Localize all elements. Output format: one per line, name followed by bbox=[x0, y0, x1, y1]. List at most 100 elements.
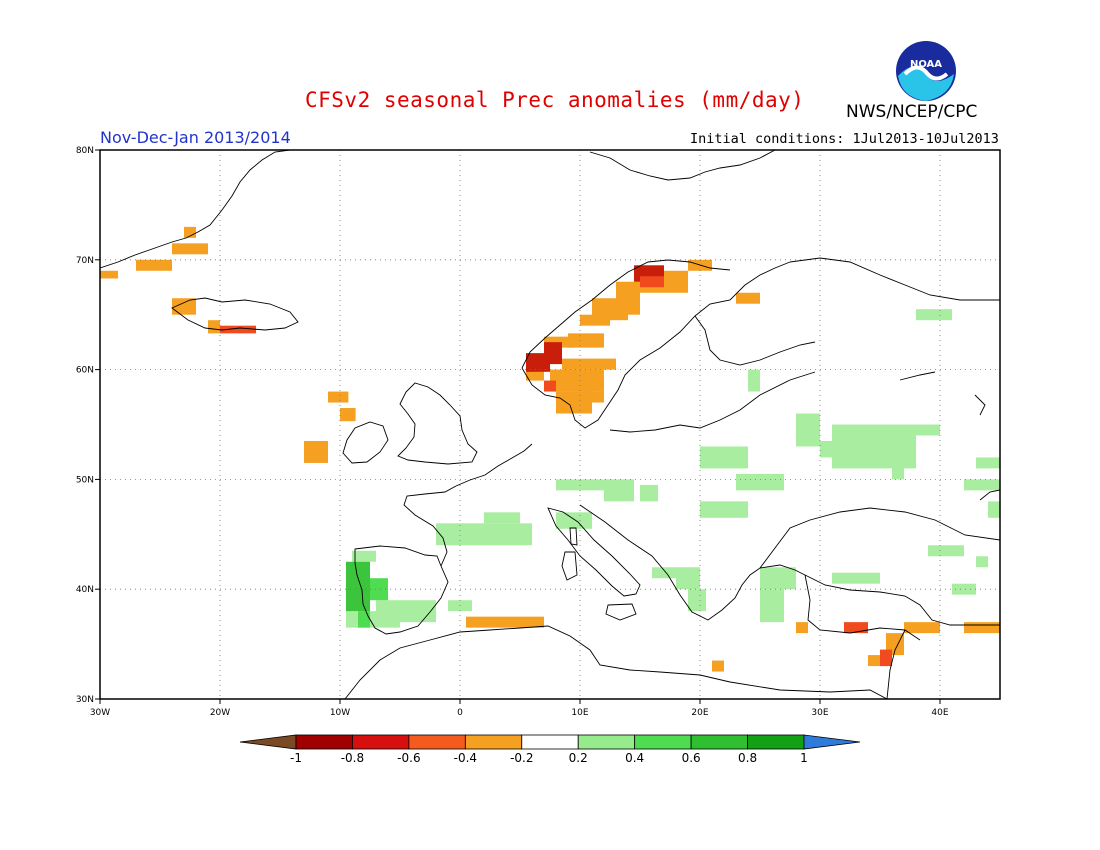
anomaly-cell bbox=[760, 589, 784, 623]
colorbar-label: 0.6 bbox=[682, 751, 701, 765]
colorbar-end-low bbox=[239, 734, 297, 750]
anomaly-cell bbox=[346, 561, 370, 612]
anomaly-cell bbox=[568, 333, 604, 348]
anomaly-cell bbox=[676, 567, 700, 590]
anomaly-cell bbox=[604, 479, 634, 502]
anomaly-cell bbox=[586, 391, 604, 403]
anomaly-cell bbox=[556, 391, 592, 414]
anomaly-cell bbox=[172, 243, 208, 255]
colorbar-label: 0.4 bbox=[625, 751, 644, 765]
anomaly-cell bbox=[640, 276, 664, 288]
anomaly-cell bbox=[700, 501, 748, 518]
agency-label: NWS/NCEP/CPC bbox=[846, 102, 978, 122]
anomaly-cell bbox=[556, 512, 592, 529]
colorbar-label: -0.8 bbox=[341, 751, 364, 765]
lon-tick-label: 0 bbox=[457, 708, 463, 718]
lon-tick-label: 10W bbox=[330, 708, 350, 718]
colorbar-swatch bbox=[464, 734, 523, 750]
colorbar-label: -0.2 bbox=[510, 751, 533, 765]
lat-tick-label: 60N bbox=[76, 366, 94, 376]
lon-tick-label: 10E bbox=[571, 708, 588, 718]
anomaly-cell bbox=[796, 413, 820, 447]
colorbar-swatch bbox=[747, 734, 805, 750]
anomaly-cell bbox=[904, 622, 940, 634]
anomaly-cell bbox=[652, 567, 676, 579]
anomaly-cell bbox=[556, 479, 616, 491]
anomaly-cell bbox=[964, 622, 1000, 634]
anomaly-cell bbox=[544, 380, 556, 392]
anomaly-cell bbox=[616, 281, 640, 315]
anomaly-cell bbox=[100, 270, 118, 279]
anomaly-cell bbox=[484, 512, 520, 524]
colorbar-swatch bbox=[521, 734, 579, 750]
anomaly-cell bbox=[340, 408, 356, 422]
map-title: CFSv2 seasonal Prec anomalies (mm/day) bbox=[305, 88, 805, 112]
colorbar-swatch bbox=[408, 734, 466, 750]
anomaly-cell bbox=[916, 309, 952, 321]
anomaly-cell bbox=[328, 391, 349, 403]
lat-tick-label: 80N bbox=[76, 146, 94, 156]
anomaly-cell bbox=[172, 298, 196, 315]
anomaly-cell bbox=[916, 424, 940, 436]
lat-tick-label: 50N bbox=[76, 475, 94, 485]
anomaly-cell bbox=[736, 473, 784, 491]
anomaly-cell bbox=[952, 583, 976, 595]
anomaly-cell bbox=[640, 484, 658, 502]
anomaly-cell bbox=[466, 616, 544, 628]
lon-tick-label: 30E bbox=[811, 708, 828, 718]
coastlines bbox=[100, 150, 1000, 699]
anomaly-cell bbox=[688, 589, 706, 612]
anomaly-cell bbox=[748, 369, 760, 392]
lat-tick-label: 30N bbox=[76, 695, 94, 705]
anomaly-cell bbox=[208, 320, 220, 334]
anomaly-cell bbox=[880, 649, 892, 667]
svg-text:NOAA: NOAA bbox=[910, 59, 942, 70]
anomaly-cell bbox=[736, 292, 760, 304]
anomaly-cell bbox=[712, 660, 724, 672]
anomaly-cell bbox=[436, 523, 532, 546]
initial-conditions: Initial conditions: 1Jul2013-10Jul2013 bbox=[690, 131, 999, 147]
anomaly-cell bbox=[844, 622, 868, 634]
lon-tick-label: 20E bbox=[691, 708, 708, 718]
anomaly-cell bbox=[760, 567, 796, 590]
colorbar-label: 0.8 bbox=[738, 751, 757, 765]
anomaly-cell bbox=[184, 226, 196, 238]
colorbar-label: -0.6 bbox=[397, 751, 420, 765]
anomaly-cell bbox=[358, 611, 370, 628]
colorbar: -1 -0.8 -0.6 -0.4 -0.2 0.2 0.4 0.6 0.8 1 bbox=[239, 734, 861, 765]
anomaly-cell bbox=[526, 369, 544, 381]
anomaly-cell bbox=[550, 369, 604, 392]
anomaly-cell bbox=[562, 358, 616, 370]
anomaly-cell bbox=[928, 545, 964, 557]
map-frame bbox=[99, 149, 1001, 700]
anomaly-cells bbox=[100, 226, 1000, 672]
anomaly-cell bbox=[304, 440, 328, 463]
anomaly-cell bbox=[136, 259, 172, 271]
lat-tick-label: 40N bbox=[76, 585, 94, 595]
colorbar-swatch bbox=[352, 734, 410, 750]
anomaly-cell bbox=[976, 457, 1000, 469]
lon-tick-label: 40E bbox=[931, 708, 948, 718]
colorbar-label: 1 bbox=[800, 751, 808, 765]
lat-tick-label: 70N bbox=[76, 256, 94, 266]
noaa-logo: NOAA bbox=[896, 41, 956, 101]
axis-labels: 80N 70N 60N 50N 40N 30N 30W 20W 10W 0 10E 20E 30E 40E bbox=[76, 146, 949, 718]
colorbar-label: -1 bbox=[290, 751, 302, 765]
colorbar-label: -0.4 bbox=[454, 751, 477, 765]
colorbar-end-high bbox=[803, 734, 861, 750]
colorbar-swatch bbox=[690, 734, 748, 750]
lon-tick-label: 30W bbox=[90, 708, 110, 718]
colorbar-swatch bbox=[295, 734, 353, 750]
anomaly-cell bbox=[976, 556, 988, 568]
anomaly-cell bbox=[988, 501, 1000, 518]
anomaly-cell bbox=[892, 457, 904, 480]
anomaly-cell bbox=[832, 572, 880, 584]
anomaly-cell bbox=[352, 550, 376, 562]
colorbar-swatch bbox=[634, 734, 692, 750]
anomaly-cell bbox=[220, 325, 256, 334]
colorbar-swatch bbox=[577, 734, 636, 750]
anomaly-cell bbox=[544, 342, 562, 365]
colorbar-label: 0.2 bbox=[569, 751, 588, 765]
anomaly-cell bbox=[964, 479, 1000, 491]
